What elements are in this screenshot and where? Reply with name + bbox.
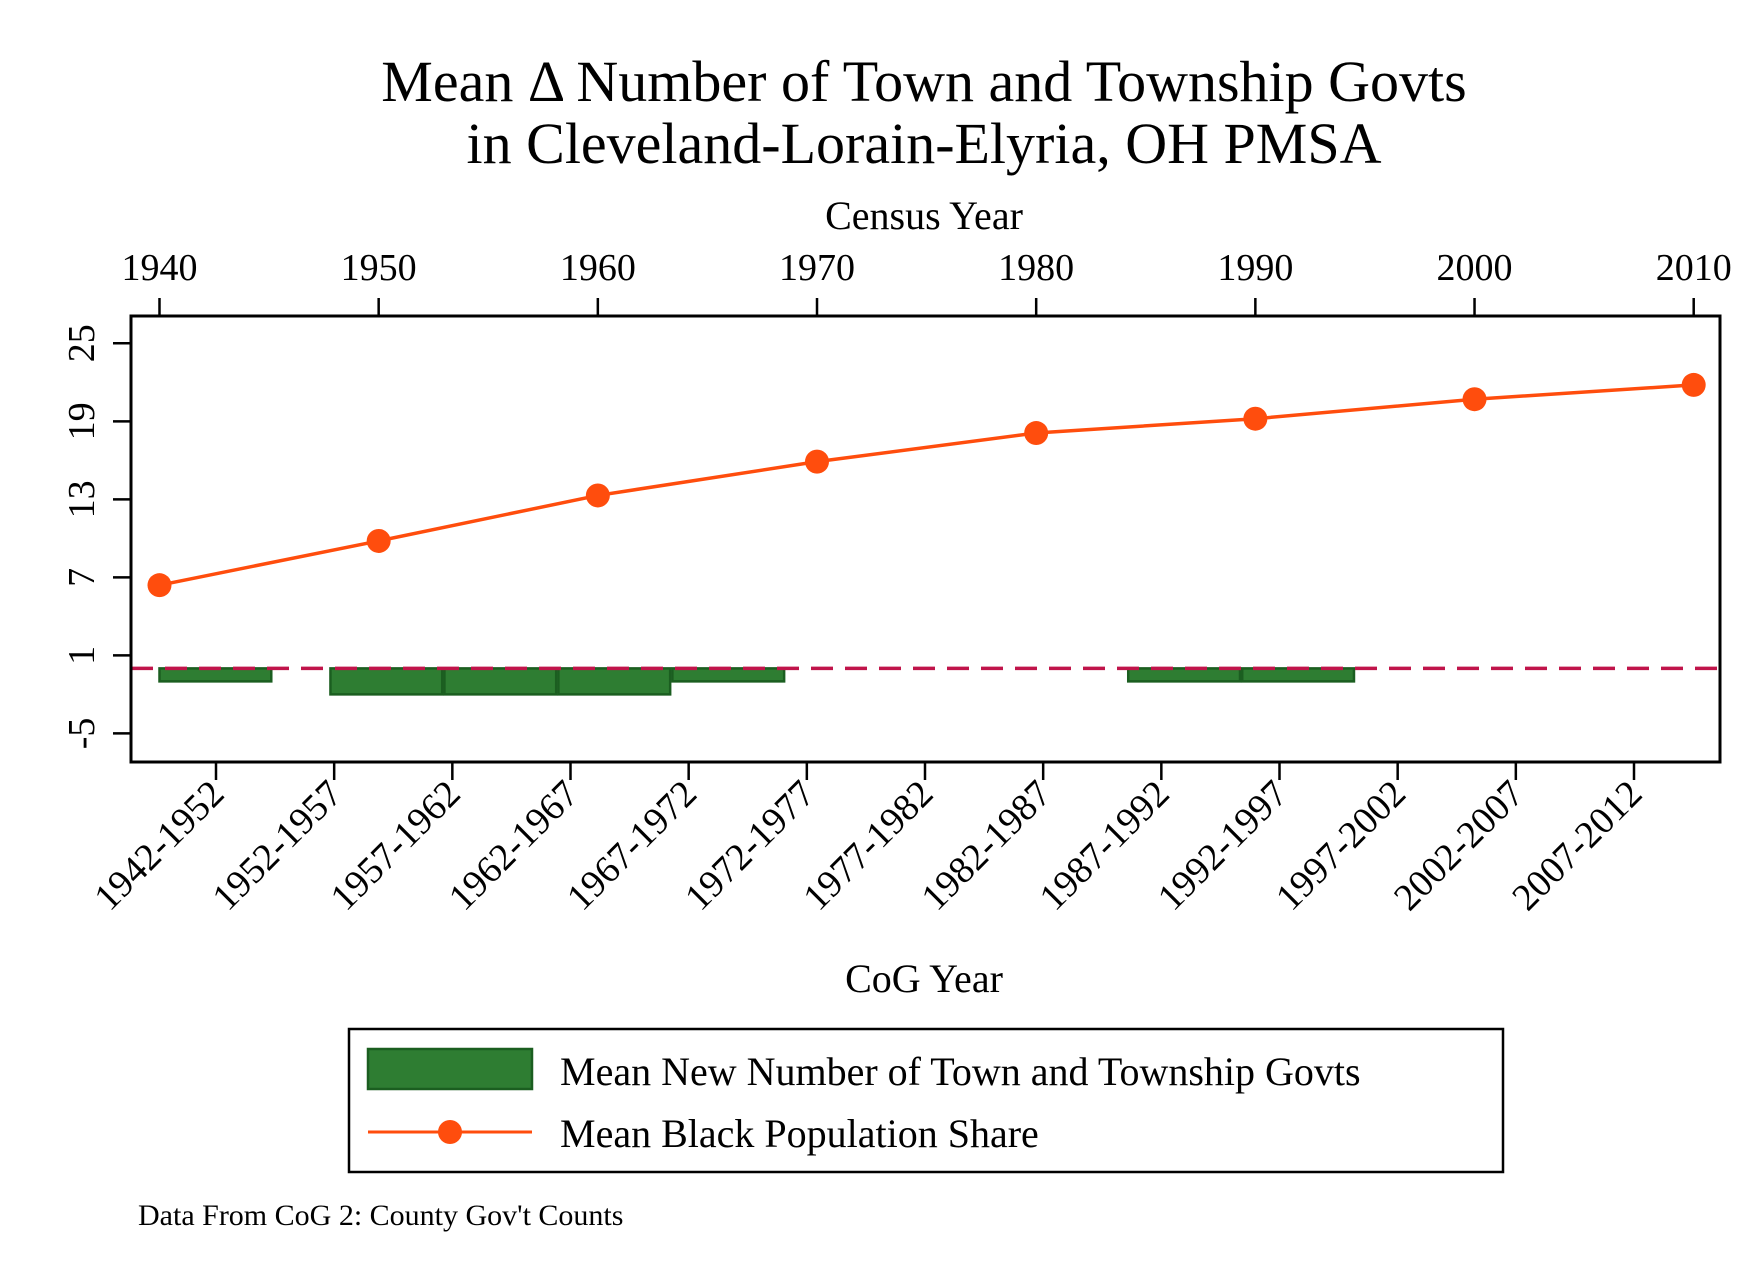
y-tick-label: 1 [61, 646, 103, 665]
top-tick-label: 1970 [779, 247, 855, 289]
line-path [159, 383, 1694, 587]
y-tick-label: 25 [61, 324, 103, 362]
top-axis-ticks: 1940 1950 1960 1970 1980 1990 2000 2010 [121, 247, 1732, 316]
legend-box [347, 1027, 1505, 1174]
legend-line-label: Mean Black Population Share [560, 1111, 1039, 1156]
y-tick-label: 7 [61, 568, 103, 587]
chart-title-line-1: Mean Δ Number of Town and Township Govts [381, 49, 1466, 114]
legend-bar-label: Mean New Number of Town and Township Gov… [560, 1049, 1361, 1094]
top-tick-label: 1960 [560, 247, 636, 289]
source-note: Data From CoG 2: County Gov't Counts [138, 1199, 623, 1232]
y-axis-ticks: -5 1 7 13 19 25 [61, 324, 131, 749]
bar [1240, 667, 1356, 683]
line-point [805, 449, 830, 474]
bar [158, 667, 273, 683]
top-tick-label: 1940 [121, 247, 197, 289]
line-point [1462, 387, 1487, 412]
bar [557, 667, 672, 696]
line-series [147, 372, 1706, 598]
legend-bar-swatch [366, 1047, 534, 1091]
line-point [1243, 406, 1268, 431]
line-point [147, 573, 172, 598]
line-point [1681, 372, 1706, 397]
legend-line-marker [438, 1120, 462, 1144]
bar-series [158, 667, 1356, 696]
bar [443, 667, 558, 696]
bar [671, 667, 786, 683]
bottom-axis-title: CoG Year [845, 956, 1003, 1001]
line-point [585, 483, 610, 508]
y-tick-label: -5 [61, 718, 103, 750]
legend: Mean New Number of Town and Township Gov… [347, 1027, 1505, 1174]
top-tick-label: 2000 [1437, 247, 1513, 289]
y-tick-label: 13 [61, 480, 103, 518]
bar [329, 667, 444, 696]
chart-title-line-2: in Cleveland-Lorain-Elyria, OH PMSA [467, 111, 1382, 176]
line-point [1024, 421, 1049, 446]
top-tick-label: 2010 [1656, 247, 1732, 289]
top-tick-label: 1950 [341, 247, 417, 289]
y-tick-label: 19 [61, 402, 103, 440]
plot-area-frame [129, 314, 1722, 764]
line-point [366, 528, 391, 553]
top-tick-label: 1980 [998, 247, 1074, 289]
top-axis-title: Census Year [825, 193, 1023, 238]
top-tick-label: 1990 [1217, 247, 1293, 289]
bar [1126, 667, 1242, 683]
